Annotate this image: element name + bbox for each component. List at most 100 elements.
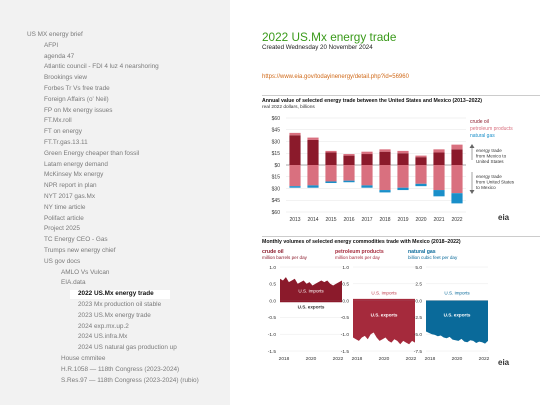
sidebar-item[interactable]: S.Res.97 — 118th Congress (2023-2024) (r… — [0, 376, 230, 387]
chart1-bar-crude-oil — [451, 149, 463, 165]
sidebar-item[interactable]: FT on energy — [0, 127, 230, 138]
sidebar-item[interactable]: 2023 US.Mx energy trade — [0, 311, 230, 322]
chart1-x-tick: 2015 — [325, 217, 336, 223]
chart1-y-tick: $45 — [272, 198, 281, 204]
sidebar-item[interactable]: 2024 US.infra.Mx — [0, 332, 230, 343]
sidebar-item[interactable]: 2024 exp.mx.up.2 — [0, 322, 230, 333]
chart2-panel-name: petroleum products — [335, 249, 384, 255]
chart1-bar-crude-oil — [307, 139, 319, 165]
sidebar-item[interactable]: NYT 2017 gas.Mx — [0, 192, 230, 203]
chart1-arrowhead-down — [469, 190, 475, 194]
chart2-y-tick: 1.0 — [269, 265, 276, 271]
chart1-y-tick: $30 — [272, 139, 281, 145]
chart1-annotation-to-mexico: energy trade from United States to Mexico — [476, 174, 515, 190]
chart2-y-tick: 0.0 — [342, 298, 349, 304]
chart2-y-tick: 0.5 — [342, 282, 349, 288]
chart1-x-tick: 2021 — [433, 217, 444, 223]
sidebar-item[interactable]: Trumps new energy chief — [0, 246, 230, 257]
sidebar-item-label: Project 2025 — [44, 225, 80, 233]
chart2-label-exports: U.S. exports — [444, 313, 471, 318]
sidebar-item[interactable]: NPR report in plan — [0, 181, 230, 192]
chart1-y-tick: $60 — [272, 210, 281, 216]
sidebar-item[interactable]: US gov docs — [0, 257, 230, 268]
chart1-bar-petroleum-imports — [343, 154, 355, 156]
sidebar-item-label: McKinsey Mx energy — [44, 171, 104, 179]
sidebar-item-label: Trumps new energy chief — [44, 246, 116, 254]
chart2-area-exports — [280, 300, 342, 303]
chart1-x-tick: 2017 — [361, 217, 372, 223]
sidebar-item-label: S.Res.97 — 118th Congress (2023-2024) (r… — [61, 376, 199, 384]
source-link[interactable]: https://www.eia.gov/todayinenergy/detail… — [262, 74, 409, 80]
chart2-panel-unit: million barrels per day — [335, 255, 381, 260]
sidebar-item[interactable]: agenda 47 — [0, 52, 230, 63]
sidebar-item[interactable]: TC Energy CEO - Gas — [0, 235, 230, 246]
sidebar-item[interactable]: Polifact article — [0, 214, 230, 225]
chart1-x-tick: 2022 — [451, 217, 462, 223]
chart2-panel-unit: billion cubic feet per day — [408, 255, 458, 260]
chart2-x-tick: 2020 — [306, 356, 317, 362]
sidebar-item[interactable]: Latam energy demand — [0, 160, 230, 171]
sidebar-item-label: TC Energy CEO - Gas — [44, 236, 108, 244]
sidebar-item-label: FT.Mx.roll — [44, 117, 72, 125]
sidebar-item-label: Brookings view — [44, 74, 87, 82]
sidebar-item[interactable]: H.R.1058 — 118th Congress (2023-2024) — [0, 365, 230, 376]
chart1-y-tick: $45 — [272, 128, 281, 134]
sidebar-item-label: AMLO Vs Vulcan — [61, 268, 110, 276]
chart1-bar-petroleum-exports — [289, 165, 301, 187]
sidebar-item[interactable]: 2023 Mx production oil stable — [0, 300, 230, 311]
sidebar-item[interactable]: House cmmitee — [0, 354, 230, 365]
sidebar-item[interactable]: EIA.data — [0, 278, 230, 289]
chart2-x-tick: 2020 — [452, 356, 463, 362]
chart2-title: Monthly volumes of selected energy commo… — [262, 239, 461, 245]
sidebar-item[interactable]: 2022 US.Mx energy trade — [0, 289, 230, 300]
sidebar-item[interactable]: FT.Tr.gas.13.11 — [0, 138, 230, 149]
chart1-bar-petroleum-imports — [379, 149, 391, 152]
chart2-label-imports: U.S. imports — [298, 289, 324, 294]
chart2-top-rule — [262, 236, 540, 237]
sidebar-item-label: FP on Mx energy issues — [44, 106, 113, 114]
chart2-y-tick: 0.0 — [269, 298, 276, 304]
sidebar-item[interactable]: FP on Mx energy issues — [0, 106, 230, 117]
chart2-label-imports: U.S. imports — [371, 291, 397, 296]
chart1-bar-crude-oil — [415, 157, 427, 165]
chart1-bar-petroleum-imports — [415, 155, 427, 158]
sidebar-item[interactable]: Brookings view — [0, 73, 230, 84]
sidebar-item[interactable]: AFPI — [0, 41, 230, 52]
sidebar-item-label: AFPI — [44, 41, 59, 49]
sidebar-item[interactable]: US MX energy brief — [0, 30, 230, 41]
chart2-y-tick: -0.5 — [268, 315, 277, 321]
sidebar-item[interactable]: Forbes Tr Vs free trade — [0, 84, 230, 95]
sidebar-item[interactable]: McKinsey Mx energy — [0, 170, 230, 181]
chart1-bar-crude-oil — [289, 135, 301, 165]
chart1-top-rule — [262, 95, 540, 96]
chart1-y-tick: $0 — [274, 163, 280, 169]
chart1-bar-natural-gas — [397, 187, 409, 191]
sidebar-item-label: Green Energy cheaper than fossil — [44, 149, 140, 157]
sidebar-item[interactable]: Atlantic council - FDI 4 luz 4 nearshori… — [0, 62, 230, 73]
sidebar-item[interactable]: NY time article — [0, 203, 230, 214]
chart2-area-exports — [353, 300, 415, 345]
chart2-y-tick: 1.0 — [342, 265, 349, 271]
chart1-bar-petroleum-imports — [397, 150, 409, 154]
chart2-y-tick: -1.0 — [268, 332, 277, 338]
chart2-y-tick: -7.5 — [414, 349, 423, 355]
sidebar-item-label: Foreign Affairs (o' Neil) — [44, 95, 109, 103]
chart2-area-exports — [426, 300, 488, 344]
chart1-eia-logo: eia — [498, 213, 510, 222]
chart2-y-tick: -1.5 — [268, 349, 277, 355]
sidebar-item[interactable]: Green Energy cheaper than fossil — [0, 149, 230, 160]
sidebar-item[interactable]: AMLO Vs Vulcan — [0, 268, 230, 279]
sidebar-item[interactable]: FT.Mx.roll — [0, 116, 230, 127]
page-created-date: Created Wednesday 20 November 2024 — [262, 44, 373, 51]
chart1-bar-crude-oil — [379, 151, 391, 165]
sidebar-item-label: 2024 exp.mx.up.2 — [78, 322, 129, 330]
sidebar-item[interactable]: 2024 US natural gas production up — [0, 343, 230, 354]
sidebar-item[interactable]: Project 2025 — [0, 224, 230, 235]
chart2-area-imports — [280, 277, 342, 301]
chart2-y-tick: -2.5 — [414, 315, 423, 321]
sidebar-item[interactable]: Foreign Affairs (o' Neil) — [0, 95, 230, 106]
chart2-panel-name: crude oil — [262, 249, 284, 255]
chart1-x-tick: 2019 — [397, 217, 408, 223]
chart2-label-exports: U.S. exports — [371, 313, 398, 318]
chart1-bar-petroleum-exports — [361, 165, 373, 186]
